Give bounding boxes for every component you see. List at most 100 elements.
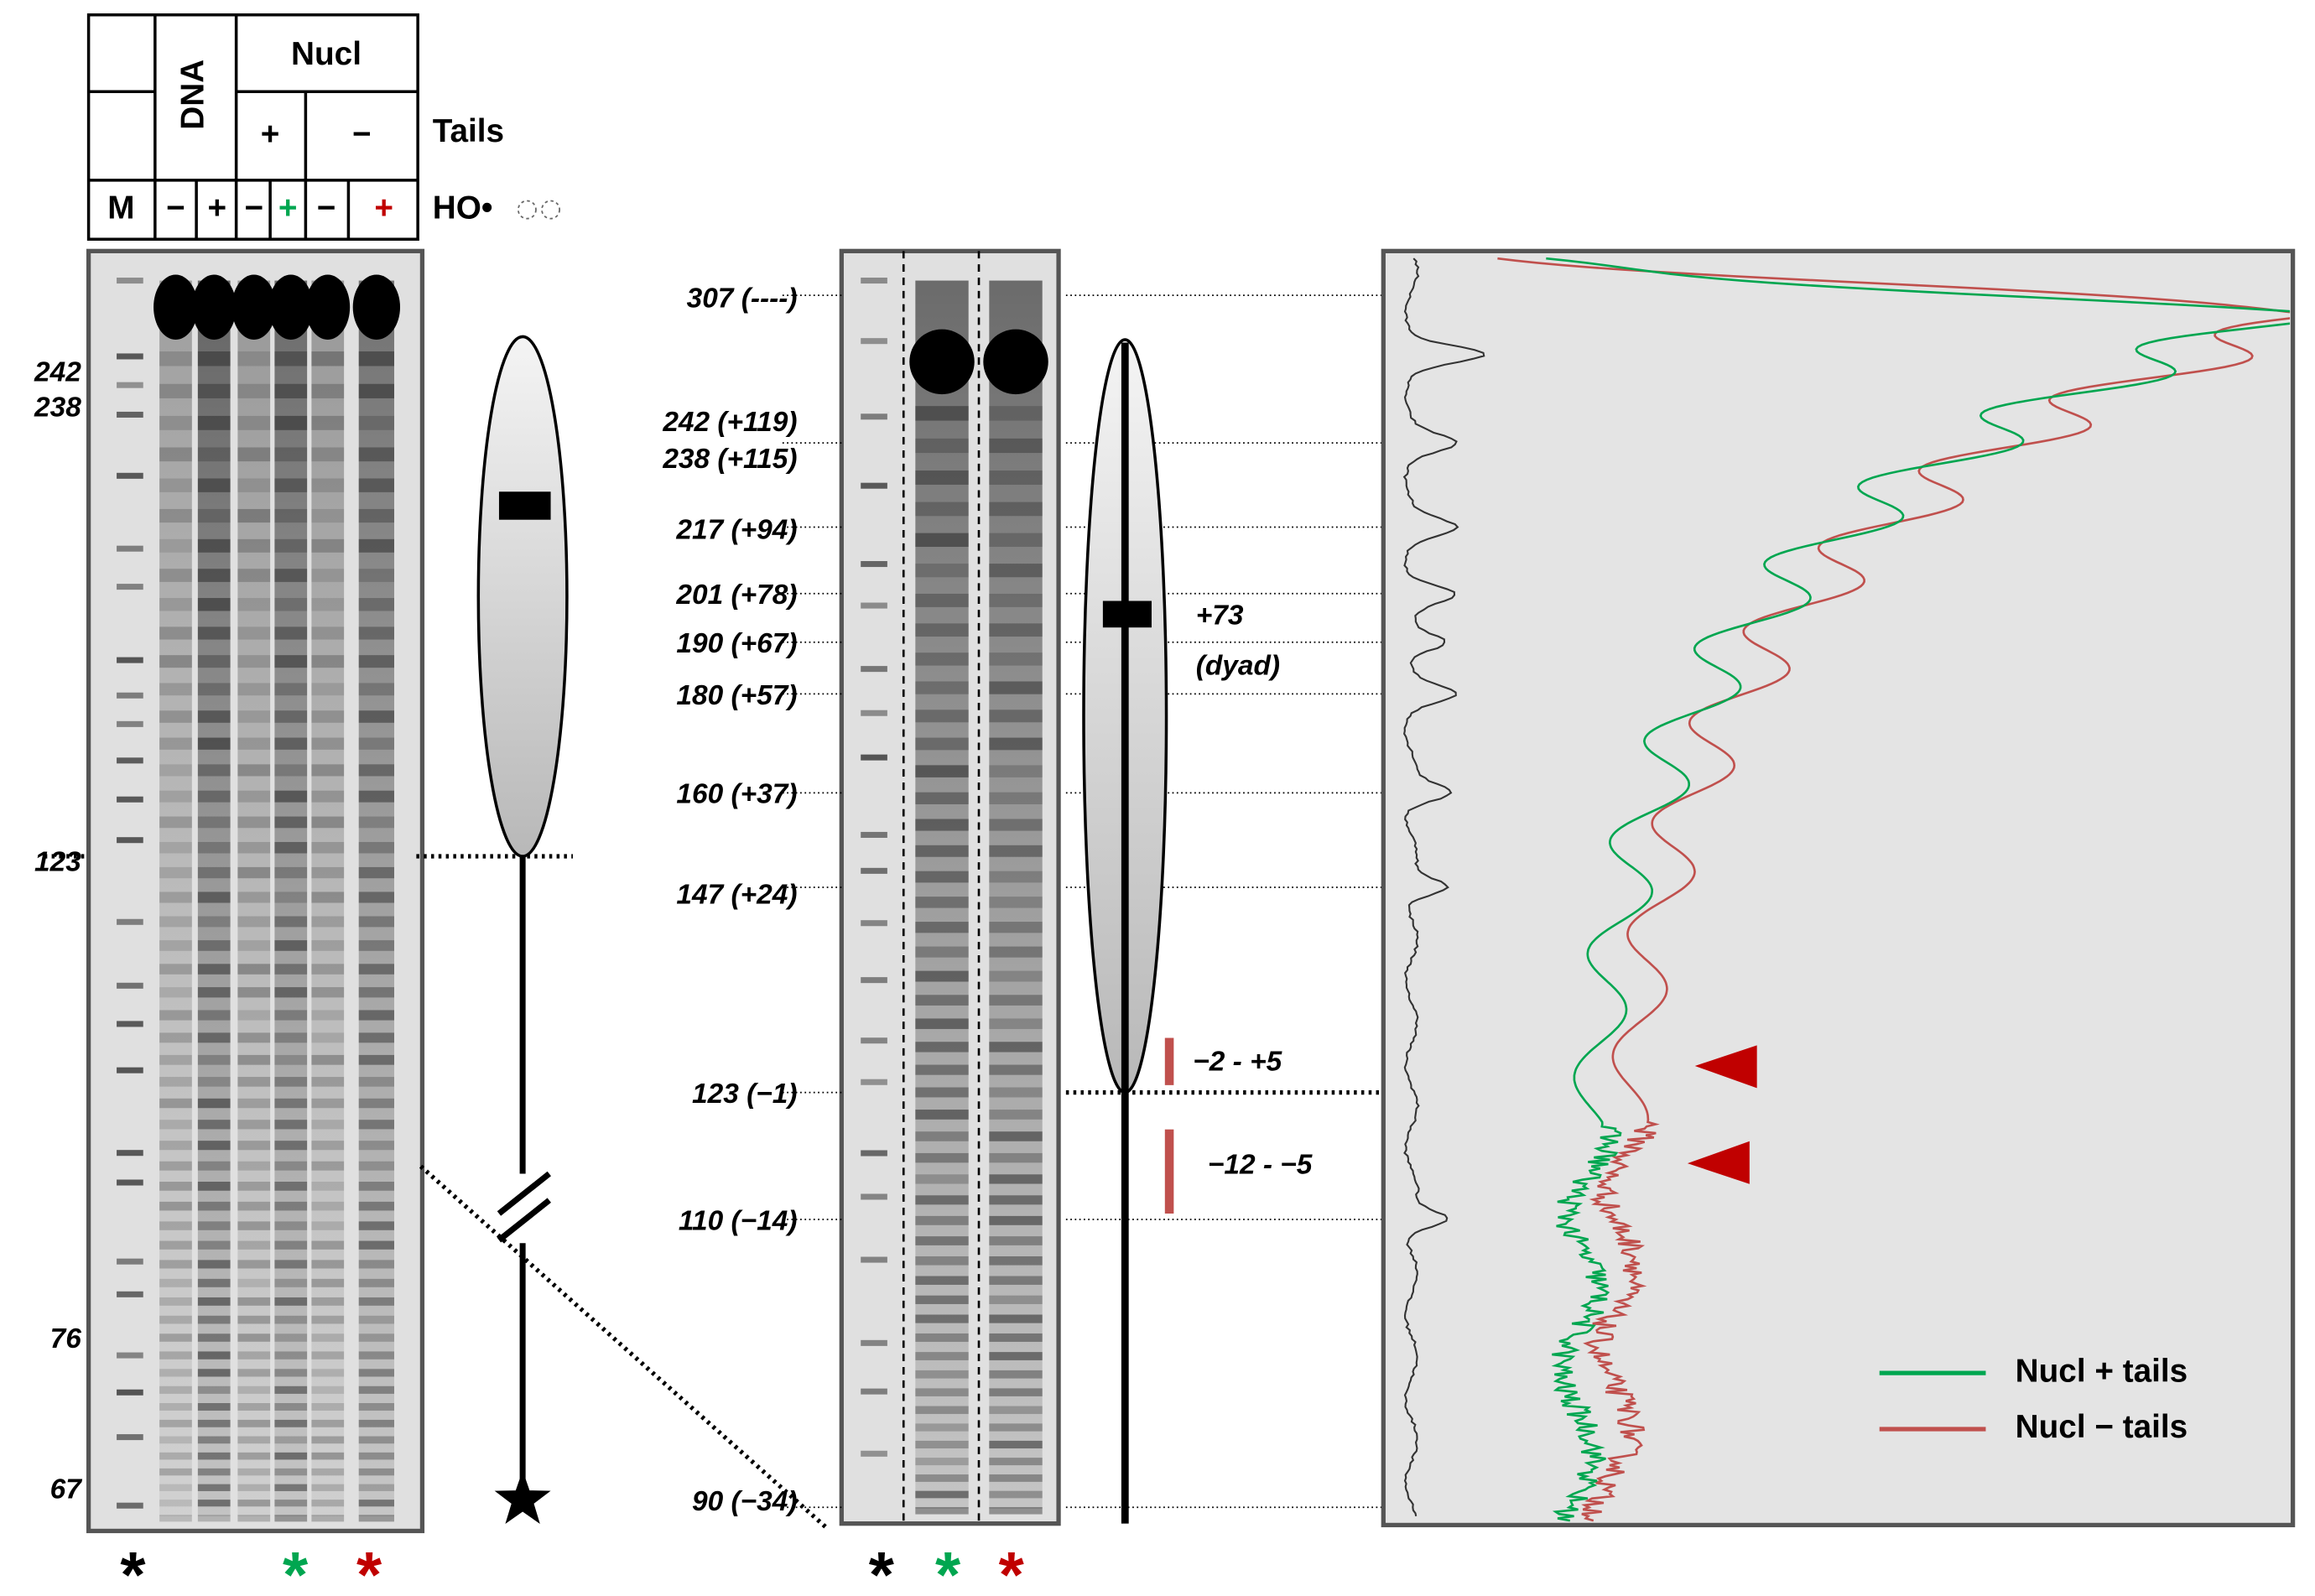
band	[915, 845, 969, 857]
band	[159, 1278, 192, 1287]
band	[159, 1077, 192, 1087]
region-bar	[1164, 1037, 1174, 1085]
band	[159, 737, 192, 750]
band	[197, 1436, 231, 1444]
band	[311, 1515, 345, 1522]
band	[358, 1436, 394, 1444]
band	[274, 1032, 308, 1043]
band	[159, 1452, 192, 1460]
size-marker: 76	[50, 1323, 82, 1354]
band	[159, 655, 192, 668]
asterisk: *	[120, 1539, 146, 1596]
band	[159, 816, 192, 829]
dotted-line	[419, 1164, 829, 1530]
band	[197, 351, 231, 367]
band	[358, 1221, 394, 1230]
asterisk: *	[283, 1539, 309, 1596]
band	[358, 1141, 394, 1151]
band	[159, 1201, 192, 1211]
dyad-box	[1102, 600, 1152, 628]
band	[274, 598, 308, 611]
band	[915, 871, 969, 883]
band	[311, 1500, 345, 1507]
band	[274, 737, 308, 750]
band	[237, 1385, 271, 1394]
band	[989, 1474, 1043, 1482]
band	[915, 1042, 969, 1053]
band	[358, 1484, 394, 1491]
lane-label: −	[166, 190, 185, 226]
band	[311, 478, 345, 492]
ladder-band	[117, 1434, 143, 1441]
band	[358, 816, 394, 829]
band	[274, 478, 308, 492]
band	[197, 710, 231, 723]
band	[159, 940, 192, 951]
band	[197, 790, 231, 803]
band	[159, 1333, 192, 1342]
band	[237, 1221, 271, 1230]
band	[358, 351, 394, 367]
band	[989, 970, 1043, 982]
ladder-band	[861, 977, 887, 984]
ladder-band	[861, 1339, 887, 1346]
band	[989, 1276, 1043, 1285]
band	[989, 406, 1043, 421]
legend-label: Nucl + tails	[2016, 1353, 2188, 1389]
band	[989, 1256, 1043, 1266]
band	[197, 1351, 231, 1359]
band	[237, 1468, 271, 1476]
ladder-band	[861, 561, 887, 568]
ladder-band	[117, 796, 143, 803]
band	[197, 1419, 231, 1427]
band	[311, 683, 345, 696]
band	[159, 1141, 192, 1151]
band	[274, 1315, 308, 1324]
asterisk: *	[999, 1539, 1025, 1596]
ladder-band	[117, 1389, 143, 1396]
band	[311, 351, 345, 367]
band	[237, 1201, 271, 1211]
band	[237, 964, 271, 975]
ladder-band	[861, 1079, 887, 1085]
band	[159, 383, 192, 398]
band	[989, 792, 1043, 804]
ladder-band	[861, 710, 887, 716]
band	[197, 816, 231, 829]
band	[274, 383, 308, 398]
ladder-band	[117, 472, 143, 479]
band	[989, 995, 1043, 1006]
band	[311, 1201, 345, 1211]
band	[197, 1333, 231, 1342]
band	[159, 1032, 192, 1043]
band	[915, 406, 969, 421]
asterisk: *	[356, 1539, 382, 1596]
band	[311, 598, 345, 611]
lane-label: +	[278, 190, 298, 226]
band	[237, 478, 271, 492]
lane-smear	[915, 280, 969, 1510]
band	[989, 946, 1043, 958]
band	[915, 1215, 969, 1225]
band	[197, 1010, 231, 1021]
band	[989, 681, 1043, 694]
band	[159, 683, 192, 696]
band	[989, 737, 1043, 751]
band	[915, 1236, 969, 1245]
band	[989, 1018, 1043, 1029]
legend-label: Nucl − tails	[2016, 1409, 2188, 1445]
black-trace	[1402, 257, 1485, 1517]
band	[237, 1120, 271, 1130]
band	[237, 383, 271, 398]
band	[915, 1064, 969, 1075]
radical-icon	[541, 200, 560, 220]
band	[274, 892, 308, 903]
size-marker: 242 (+119)	[662, 407, 797, 438]
size-marker: 123 (−1)	[692, 1079, 797, 1110]
band	[159, 415, 192, 430]
lane-smear	[274, 280, 308, 1516]
band	[358, 508, 394, 523]
band	[358, 478, 394, 492]
ladder-band	[117, 545, 143, 552]
